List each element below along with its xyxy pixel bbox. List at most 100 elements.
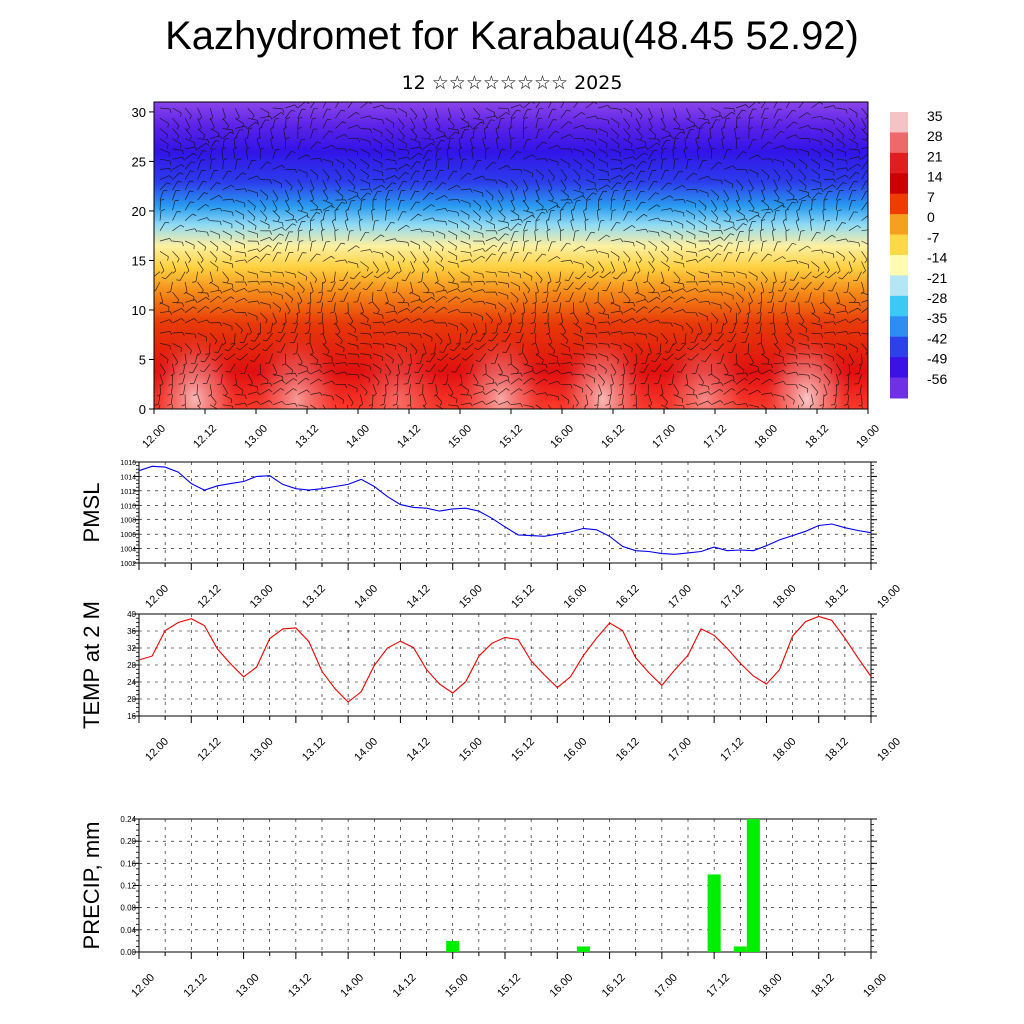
y-tick-label: 15: [132, 253, 146, 268]
y-tick-label: 30: [132, 105, 146, 120]
x-tick-label: 15.00: [443, 972, 471, 1000]
x-tick-label: 15.12: [509, 583, 537, 611]
x-tick-label: 14.12: [405, 583, 433, 611]
colorbar-swatch: [890, 214, 908, 236]
precip-bar: [576, 946, 590, 952]
y-tick-label: 5: [139, 352, 146, 367]
x-tick-label: 18.00: [771, 583, 799, 611]
x-tick-label: 17.00: [650, 423, 678, 451]
warm-surface-area: [453, 327, 549, 409]
y-tick-label: 32: [127, 644, 136, 653]
y-tick-label: 24: [127, 678, 136, 687]
x-tick-label: 12.12: [181, 972, 209, 1000]
y-tick-label: 1004: [120, 547, 136, 554]
grid-lines: [139, 614, 871, 716]
x-tick-label: 13.12: [300, 583, 328, 611]
chart-subtitle: 12 ☆☆☆☆☆☆☆☆ 2025: [401, 72, 623, 94]
x-tick-label: 15.00: [457, 583, 485, 611]
x-tick-label: 17.00: [666, 736, 694, 764]
y-tick-label: 1008: [120, 518, 136, 525]
x-tick-label: 12.00: [143, 736, 171, 764]
colorbar-swatch: [890, 173, 908, 195]
x-tick-label: 15.12: [495, 972, 523, 1000]
y-tick-label: 40: [127, 610, 136, 619]
colorbar-label: -21: [927, 270, 947, 286]
x-tick-label: 16.12: [599, 423, 627, 451]
y-tick-label: 0.12: [120, 882, 136, 891]
x-tick-label: 17.00: [666, 583, 694, 611]
precip-bar: [733, 946, 747, 952]
x-tick-label: 14.12: [405, 736, 433, 764]
x-tick-label: 19.00: [861, 972, 889, 1000]
y-tick-label: 0.20: [120, 837, 136, 846]
grid-lines: [139, 462, 871, 563]
x-tick-label: 18.00: [757, 972, 785, 1000]
warm-surface-area: [249, 327, 345, 409]
x-tick-label: 13.12: [286, 972, 314, 1000]
y-tick-label: 1014: [120, 474, 136, 481]
heatmap-field: [154, 102, 868, 409]
x-tick-label: 17.12: [718, 736, 746, 764]
colorbar-swatch: [890, 275, 908, 297]
colorbar-swatch: [890, 152, 908, 174]
x-tick-label: 17.00: [652, 972, 680, 1000]
y-axis-label: PRECIP, mm: [79, 822, 104, 950]
y-axis-label: TEMP at 2 M: [79, 601, 104, 729]
x-tick-label: 13.00: [248, 583, 276, 611]
y-tick-label: 28: [127, 661, 136, 670]
colorbar-swatch: [890, 316, 908, 338]
series-line: [138, 615, 872, 703]
warm-surface-area: [351, 327, 447, 409]
x-tick-label: 15.00: [457, 736, 485, 764]
x-tick-label: 16.00: [547, 972, 575, 1000]
x-tick-label: 17.12: [704, 972, 732, 1000]
y-tick-label: 0.24: [120, 815, 136, 824]
colorbar: 35 28 21 14 7 0 -7 -14 -21 -28 -35 -42 -49 -56: [890, 108, 947, 399]
x-tick-label: 16.00: [561, 583, 589, 611]
x-tick-label: 18.00: [771, 736, 799, 764]
colorbar-label: -49: [927, 351, 947, 367]
x-tick-label: 16.00: [548, 423, 576, 451]
wind-barb-path: [154, 102, 868, 409]
x-tick-label: 16.12: [614, 583, 642, 611]
y-tick-label: 0: [139, 402, 146, 417]
colorbar-label: -42: [927, 330, 947, 346]
y-tick-label: 1010: [120, 503, 136, 510]
y-tick-label: 0.00: [120, 948, 136, 957]
x-tick-label: 12.00: [143, 583, 171, 611]
colorbar-swatch: [890, 336, 908, 358]
y-tick-label: 36: [127, 627, 136, 636]
y-tick-label: 1002: [120, 561, 136, 568]
x-tick-label: 12.12: [195, 583, 223, 611]
x-tick-label: 16.12: [600, 972, 628, 1000]
x-tick-label: 13.00: [242, 423, 270, 451]
x-tick-label: 15.12: [509, 736, 537, 764]
x-tick-label: 18.12: [823, 583, 851, 611]
colorbar-swatch: [890, 377, 908, 399]
temperature-cross-section: 0 5 10 15 20 25 30 12.00 12.12 13.00 13.12 14.00 14.…: [132, 101, 882, 451]
pmsl-panel: 1002 1004 1006 1008 1010 1012 1014 1016 12.00 12.…: [79, 460, 903, 611]
temp2m-panel: 16 20 24 28 32 36 40 12.00 12.12 13.00 13.12 14.00 1…: [79, 601, 903, 764]
colorbar-label: -56: [927, 371, 947, 387]
x-tick-label: 19.00: [875, 583, 903, 611]
x-tick-label: 19.00: [875, 736, 903, 764]
colorbar-label: 21: [927, 148, 943, 164]
colorbar-swatch: [890, 234, 908, 256]
y-tick-label: 0.04: [120, 926, 136, 935]
colorbar-swatch: [890, 193, 908, 215]
colorbar-swatch: [890, 255, 908, 276]
colorbar-label: 28: [927, 128, 943, 144]
y-tick-label: 0.16: [120, 859, 136, 868]
x-tick-label: 13.00: [248, 736, 276, 764]
y-tick-label: 16: [127, 712, 136, 721]
x-tick-label: 14.00: [338, 972, 366, 1000]
colorbar-label: -28: [927, 290, 947, 306]
x-tick-label: 13.12: [300, 736, 328, 764]
x-tick-label: 12.12: [195, 736, 223, 764]
x-tick-label: 12.12: [191, 423, 219, 451]
y-tick-label: 10: [132, 303, 146, 318]
x-tick-label: 14.00: [352, 736, 380, 764]
x-tick-label: 14.00: [344, 423, 372, 451]
y-tick-label: 25: [132, 154, 146, 169]
